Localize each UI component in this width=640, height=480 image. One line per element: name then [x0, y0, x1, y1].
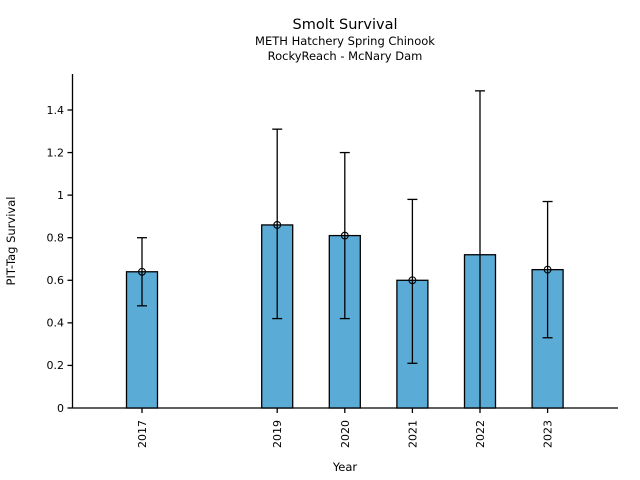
- plot-area: 0 0.2 0.4 0.6 0.8 1 1.2 1.4 2017 2019 2020 2021 2022…: [47, 74, 618, 448]
- chart-subtitle-line2: RockyReach - McNary Dam: [268, 49, 423, 63]
- y-tick-label: 1: [57, 189, 64, 202]
- x-axis-title: Year: [332, 460, 358, 474]
- point-marker-2023: [543, 265, 552, 274]
- x-tick-label-2020: 2020: [339, 420, 352, 448]
- y-tick-label: 0.2: [47, 359, 65, 372]
- x-tick-label-2023: 2023: [542, 420, 555, 448]
- y-axis-title: PIT-Tag Survival: [4, 197, 18, 286]
- point-marker-2017: [138, 267, 146, 276]
- point-marker-2020: [340, 231, 349, 240]
- point-marker-2021: [408, 276, 417, 285]
- y-tick-label: 0.8: [47, 232, 65, 245]
- y-tick-label: 0.6: [47, 274, 65, 287]
- y-tick-label: 1.4: [47, 104, 65, 117]
- x-tick-label-2017: 2017: [136, 420, 149, 448]
- point-marker-2019: [273, 220, 282, 229]
- y-tick-label: 1.2: [47, 146, 65, 159]
- y-tick-label: 0: [57, 402, 64, 415]
- y-tick-label: 0.4: [47, 317, 65, 330]
- x-tick-label-2021: 2021: [406, 420, 419, 448]
- chart-title: Smolt Survival: [293, 17, 398, 33]
- x-tick-label-2019: 2019: [271, 420, 284, 448]
- chart-subtitle-line1: METH Hatchery Spring Chinook: [255, 34, 435, 48]
- x-tick-label-2022: 2022: [474, 420, 487, 448]
